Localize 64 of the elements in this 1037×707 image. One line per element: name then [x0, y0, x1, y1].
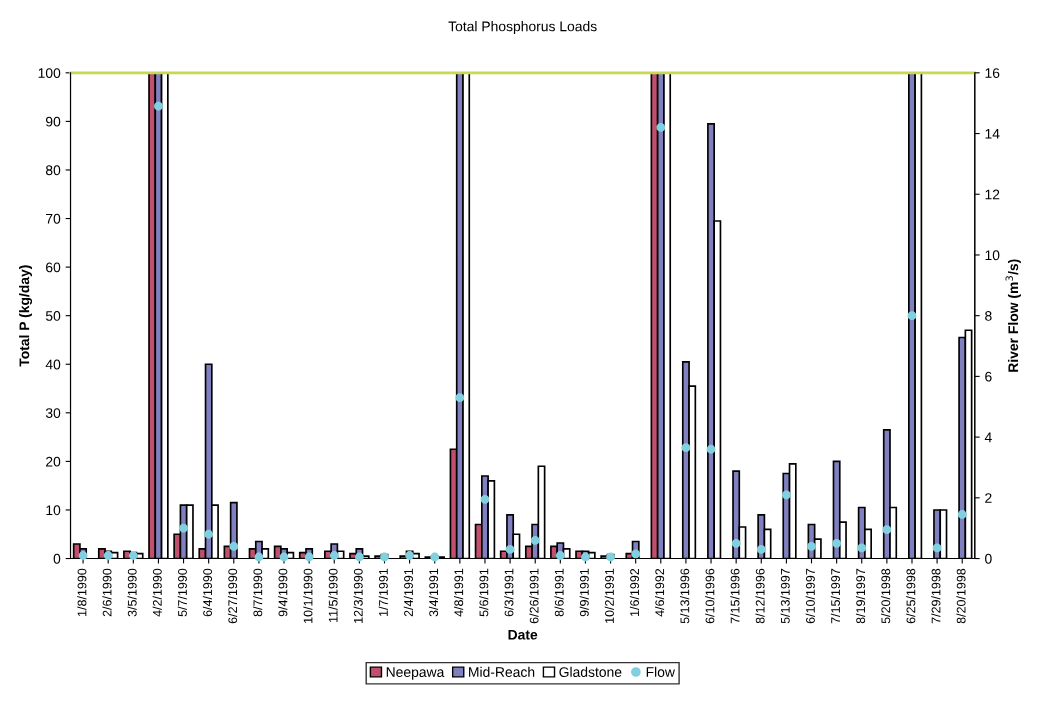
y2-tick-label: 0 — [985, 553, 992, 564]
y-tick-label: 90 — [46, 116, 61, 127]
x-tick-label: 6/26/1991 — [529, 568, 539, 624]
legend-label: Neepawa — [386, 667, 445, 680]
x-tick-label: 4/2/1990 — [152, 568, 162, 617]
x-tick-label: 7/15/1996 — [730, 568, 740, 624]
y-tick-label: 10 — [46, 505, 61, 516]
y-tick-label: 40 — [45, 359, 61, 370]
y2-tick-label: 12 — [985, 189, 1000, 200]
x-tick-label: 5/13/1996 — [680, 568, 690, 624]
x-tick-label: 8/20/1998 — [956, 568, 966, 624]
x-axis-title: Date — [508, 629, 538, 640]
x-tick-label: 2/6/1990 — [102, 568, 112, 617]
chart-title: Total Phosphorus Loads — [448, 21, 597, 35]
x-tick-label: 10/2/1991 — [604, 568, 614, 623]
legend-label: Mid-Reach — [469, 666, 535, 677]
y-tick-label: 70 — [46, 213, 61, 224]
x-tick-label: 6/25/1998 — [906, 568, 916, 624]
y-tick-label: 60 — [46, 262, 61, 273]
x-tick-label: 7/29/1998 — [931, 568, 941, 624]
x-tick-label: 8/12/1996 — [755, 568, 765, 624]
x-tick-label: 6/4/1990 — [202, 568, 213, 617]
y2-tick-label: 2 — [985, 493, 992, 503]
x-tick-label: 10/1/1990 — [303, 568, 313, 623]
x-tick-label: 9/9/1991 — [579, 568, 589, 617]
x-tick-label: 9/4/1990 — [278, 568, 288, 617]
x-tick-label: 5/20/1998 — [881, 568, 891, 624]
x-tick-label: 4/8/1991 — [454, 568, 464, 617]
x-tick-label: 6/27/1990 — [227, 568, 238, 624]
x-tick-label: 1/8/1990 — [77, 568, 87, 616]
x-tick-label: 3/4/1991 — [428, 568, 439, 617]
y2-tick-label: 14 — [985, 129, 1000, 139]
x-tick-label: 6/10/1997 — [805, 568, 815, 624]
x-tick-label: 3/5/1990 — [127, 568, 137, 617]
x-tick-label: 7/15/1997 — [830, 568, 840, 624]
x-tick-label: 12/3/1990 — [353, 568, 363, 623]
y-tick-label: 0 — [53, 553, 61, 564]
x-tick-label: 6/3/1991 — [504, 568, 514, 617]
y2-tick-label: 8 — [985, 311, 992, 321]
y2-tick-label: 10 — [985, 250, 1000, 261]
x-tick-label: 8/6/1991 — [554, 568, 564, 617]
x-tick-label: 6/10/1996 — [705, 568, 715, 624]
x-tick-label: 5/13/1997 — [780, 568, 790, 624]
x-tick-label: 5/6/1991 — [479, 568, 489, 617]
x-tick-label: 1/7/1991 — [378, 568, 388, 616]
x-tick-label: 11/5/1990 — [328, 568, 338, 622]
y-axis-title: Total P (kg/day) — [19, 265, 33, 367]
y-tick-label: 20 — [46, 456, 61, 467]
x-tick-label: 8/19/1997 — [855, 568, 866, 624]
y2-tick-label: 6 — [985, 371, 992, 382]
y2-tick-label: 16 — [985, 68, 1000, 78]
x-tick-label: 8/7/1990 — [253, 568, 263, 617]
y-tick-label: 100 — [38, 68, 61, 78]
y2-axis-title: River Flow (m$^{3}$/s) — [1005, 259, 1021, 372]
y-tick-label: 80 — [45, 165, 61, 176]
legend-label: Flow — [646, 666, 675, 677]
x-tick-label: 4/6/1992 — [654, 568, 665, 617]
x-tick-label: 5/7/1990 — [177, 568, 187, 617]
x-tick-label: 2/4/1991 — [403, 568, 413, 617]
x-tick-label: 1/6/1992 — [629, 568, 640, 616]
legend-label: Gladstone — [559, 666, 622, 677]
y2-tick-label: 4 — [984, 432, 992, 443]
y-tick-label: 30 — [45, 408, 61, 418]
y-tick-label: 50 — [45, 311, 61, 321]
